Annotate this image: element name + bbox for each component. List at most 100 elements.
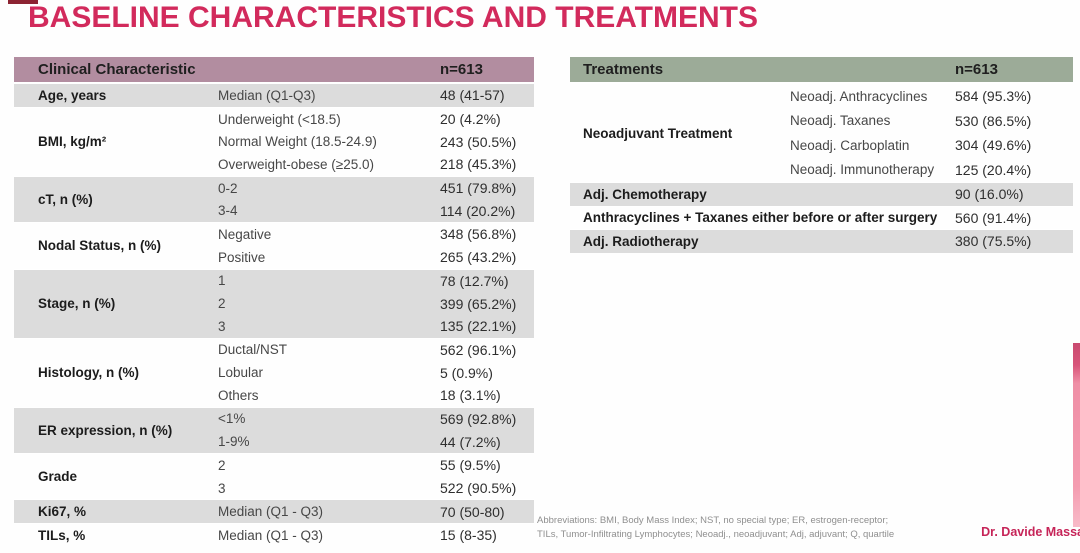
row-label: Adj. Chemotherapy — [583, 186, 707, 202]
row-value: 562 (96.1%) — [440, 341, 517, 358]
row-value: 90 (16.0%) — [955, 186, 1024, 203]
row-sublabel: Neoadj. Taxanes — [790, 113, 891, 129]
row-value: 243 (50.5%) — [440, 133, 517, 150]
clinical-table-header-label: Clinical Characteristic — [38, 61, 196, 78]
table-row: Median (Q1-Q3) 48 (41-57) — [218, 84, 534, 107]
row-sublabel: 1 — [218, 273, 226, 289]
group-label: Ki67, % — [38, 504, 87, 520]
table-group-neoadjuvant-treatment: Neoadjuvant Treatment Neoadj. Anthracycl… — [570, 83, 1073, 182]
row-sublabel: Ductal/NST — [218, 342, 288, 358]
group-label: Neoadjuvant Treatment — [583, 125, 733, 141]
clinical-table-header: Clinical Characteristic n=613 — [14, 57, 534, 83]
treatments-table-header: Treatments n=613 — [570, 57, 1073, 83]
table-group-bmi: BMI, kg/m² Underweight (<18.5) 20 (4.2%)… — [14, 106, 534, 176]
row-value: 44 (7.2%) — [440, 433, 501, 450]
treatments-table-header-label: Treatments — [583, 61, 664, 78]
table-row: Neoadj. Anthracyclines 584 (95.3%) — [790, 84, 1073, 109]
row-sublabel: Neoadj. Immunotherapy — [790, 162, 935, 178]
row-value: 399 (65.2%) — [440, 295, 517, 312]
treatments-table-header-n: n=613 — [955, 61, 998, 78]
group-label: Histology, n (%) — [38, 365, 139, 381]
row-value: 18 (3.1%) — [440, 387, 501, 404]
table-row-adj-chemotherapy: Adj. Chemotherapy 90 (16.0%) — [570, 182, 1073, 206]
row-sublabel: Neoadj. Carboplatin — [790, 137, 910, 153]
row-value: 560 (91.4%) — [955, 209, 1032, 226]
table-row: 3-4 114 (20.2%) — [218, 199, 534, 222]
group-label: Nodal Status, n (%) — [38, 238, 162, 254]
row-value: 125 (20.4%) — [955, 161, 1032, 178]
row-value: 114 (20.2%) — [440, 202, 516, 219]
table-row-adj-radiotherapy: Adj. Radiotherapy 380 (75.5%) — [570, 229, 1073, 253]
row-value: 78 (12.7%) — [440, 272, 509, 289]
row-label: Adj. Radiotherapy — [583, 233, 699, 249]
table-row: Positive 265 (43.2%) — [218, 246, 534, 269]
table-row: 1 78 (12.7%) — [218, 270, 534, 293]
row-value: 48 (41-57) — [440, 87, 505, 104]
row-value: 451 (79.8%) — [440, 180, 517, 197]
table-group-nodal-status: Nodal Status, n (%) Negative 348 (56.8%)… — [14, 222, 534, 268]
row-value: 530 (86.5%) — [955, 112, 1032, 129]
row-label: Anthracyclines + Taxanes either before o… — [583, 210, 938, 226]
row-sublabel: Lobular — [218, 365, 264, 381]
row-sublabel: 2 — [218, 457, 226, 473]
table-group-er-expression: ER expression, n (%) <1% 569 (92.8%) 1-9… — [14, 406, 534, 453]
row-value: 584 (95.3%) — [955, 88, 1032, 105]
table-row-anthracyclines-taxanes: Anthracyclines + Taxanes either before o… — [570, 205, 1073, 230]
table-group-age: Age, years Median (Q1-Q3) 48 (41-57) — [14, 83, 534, 107]
table-row: Ductal/NST 562 (96.1%) — [218, 339, 534, 362]
table-row: Overweight-obese (≥25.0) 218 (45.3%) — [218, 153, 534, 176]
group-label: cT, n (%) — [38, 191, 93, 207]
treatments-table: Treatments n=613 Neoadjuvant Treatment N… — [570, 57, 1073, 253]
slide-corner-mark — [8, 0, 38, 4]
table-row: Neoadj. Taxanes 530 (86.5%) — [790, 109, 1073, 134]
row-sublabel: 2 — [218, 296, 226, 312]
row-sublabel: <1% — [218, 411, 246, 427]
abbreviations-line-1: Abbreviations: BMI, Body Mass Index; NST… — [537, 515, 889, 526]
row-value: 304 (49.6%) — [955, 137, 1032, 154]
table-row: 0-2 451 (79.8%) — [218, 177, 534, 200]
clinical-table-header-n: n=613 — [440, 61, 483, 78]
table-row: 1-9% 44 (7.2%) — [218, 430, 534, 453]
table-group-stage: Stage, n (%) 1 78 (12.7%) 2 399 (65.2%) … — [14, 268, 534, 338]
row-sublabel: Negative — [218, 226, 272, 242]
presenter-credit: Dr. Davide Massa — [981, 525, 1080, 539]
row-value: 15 (8-35) — [440, 527, 497, 544]
table-row: Neoadj. Immunotherapy 125 (20.4%) — [790, 158, 1073, 183]
row-value: 218 (45.3%) — [440, 156, 517, 173]
table-row: Neoadj. Carboplatin 304 (49.6%) — [790, 133, 1073, 158]
page-title: BASELINE CHARACTERISTICS AND TREATMENTS — [28, 1, 759, 34]
clinical-characteristics-table: Clinical Characteristic n=613 Age, years… — [14, 57, 534, 547]
abbreviations-note: Abbreviations: BMI, Body Mass Index; NST… — [537, 514, 894, 541]
row-sublabel: Others — [218, 387, 259, 403]
group-label: Stage, n (%) — [38, 296, 116, 312]
table-row: Negative 348 (56.8%) — [218, 223, 534, 246]
table-row: Underweight (<18.5) 20 (4.2%) — [218, 108, 534, 131]
group-label: BMI, kg/m² — [38, 134, 107, 150]
table-row: Lobular 5 (0.9%) — [218, 361, 534, 384]
table-row: Median (Q1 - Q3) 70 (50-80) — [218, 500, 534, 523]
row-sublabel: 3 — [218, 480, 226, 496]
row-sublabel: Underweight (<18.5) — [218, 111, 341, 127]
row-sublabel: Neoadj. Anthracyclines — [790, 88, 928, 104]
row-value: 5 (0.9%) — [440, 364, 493, 381]
right-edge-accent-bar — [1073, 343, 1080, 527]
table-group-grade: Grade 2 55 (9.5%) 3 522 (90.5%) — [14, 453, 534, 499]
row-sublabel: 1-9% — [218, 434, 250, 450]
row-sublabel: Median (Q1 - Q3) — [218, 527, 324, 543]
table-row: 2 55 (9.5%) — [218, 454, 534, 477]
row-sublabel: Positive — [218, 249, 266, 265]
row-value: 380 (75.5%) — [955, 233, 1032, 250]
group-label: Age, years — [38, 87, 107, 103]
group-label: ER expression, n (%) — [38, 422, 173, 438]
table-row: Normal Weight (18.5-24.9) 243 (50.5%) — [218, 130, 534, 153]
row-sublabel: Median (Q1-Q3) — [218, 87, 316, 103]
table-row: Median (Q1 - Q3) 15 (8-35) — [218, 524, 534, 547]
table-row: 3 522 (90.5%) — [218, 477, 534, 500]
table-row: 2 399 (65.2%) — [218, 292, 534, 315]
row-value: 135 (22.1%) — [440, 318, 517, 335]
group-label: Grade — [38, 469, 78, 485]
table-row: 3 135 (22.1%) — [218, 315, 534, 338]
table-group-ct: cT, n (%) 0-2 451 (79.8%) 3-4 114 (20.2%… — [14, 175, 534, 223]
row-sublabel: 3 — [218, 318, 226, 334]
row-value: 569 (92.8%) — [440, 410, 517, 427]
